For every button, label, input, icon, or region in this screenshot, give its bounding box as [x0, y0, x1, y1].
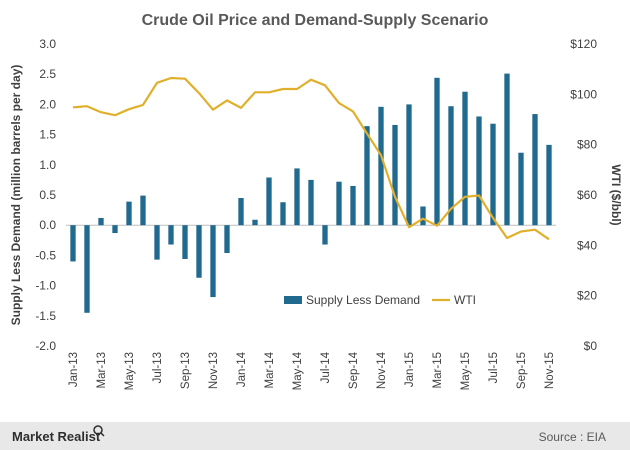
right-axis-title: WTI ($/bbl) — [609, 164, 623, 225]
left-tick-label: 1.0 — [39, 158, 56, 172]
bar-Jul-15 — [490, 123, 496, 226]
bar-Apr-15 — [448, 106, 454, 226]
bar-Jan-15 — [406, 104, 412, 226]
chart-title: Crude Oil Price and Demand-Supply Scenar… — [142, 12, 489, 29]
bar-Jun-13 — [140, 195, 146, 226]
x-tick-label: Sep-14 — [348, 351, 360, 389]
bar-Jan-14 — [238, 198, 244, 226]
bar-Apr-14 — [280, 202, 286, 226]
magnifier-icon — [93, 425, 105, 437]
x-tick-label: Mar-14 — [264, 351, 276, 388]
bar-Jul-13 — [154, 225, 160, 260]
left-tick-label: -1.5 — [35, 309, 56, 323]
right-tick-label: $80 — [577, 138, 597, 152]
x-tick-label: Sep-13 — [180, 352, 192, 389]
bar-Jul-14 — [322, 225, 328, 245]
x-tick-label: May-14 — [292, 351, 304, 390]
bar-May-15 — [462, 91, 468, 226]
bar-Aug-13 — [168, 225, 174, 245]
bar-Dec-14 — [392, 124, 398, 226]
footer-background — [0, 422, 630, 450]
bar-Feb-13 — [84, 225, 90, 313]
bar-Jun-14 — [308, 179, 314, 226]
brand-logo-text: Market Realist — [12, 429, 101, 444]
x-tick-label: Jan-15 — [404, 352, 416, 387]
bar-Mar-13 — [98, 217, 104, 226]
right-axis-ticks: $120 $100 $80 $60 $40 $20 $0 — [570, 37, 597, 353]
left-tick-label: -2.0 — [35, 339, 56, 353]
footer: Market Realist Source : EIA — [0, 422, 630, 450]
left-tick-label: 2.0 — [39, 97, 56, 111]
bar-May-14 — [294, 168, 300, 226]
x-tick-label: Jan-13 — [68, 352, 80, 387]
right-tick-label: $40 — [577, 238, 597, 252]
left-tick-label: 0.0 — [39, 218, 56, 232]
right-tick-label: $20 — [577, 289, 597, 303]
right-tick-label: $120 — [570, 37, 597, 51]
bar-Oct-15 — [532, 114, 538, 226]
x-tick-label: Nov-13 — [208, 352, 220, 389]
bar-Mar-15 — [434, 77, 440, 226]
legend-label-supply-less-demand: Supply Less Demand — [306, 293, 420, 307]
legend-swatch-supply-less-demand — [284, 296, 302, 304]
legend-label-wti: WTI — [454, 293, 476, 307]
bar-Nov-15 — [546, 144, 552, 226]
x-tick-label: Jan-14 — [236, 351, 248, 387]
bar-Aug-15 — [504, 73, 510, 226]
x-tick-label: Nov-15 — [544, 352, 556, 389]
bar-Sep-15 — [518, 152, 524, 226]
bar-Apr-13 — [112, 225, 118, 234]
right-tick-label: $0 — [584, 339, 598, 353]
source-label: Source : EIA — [539, 430, 606, 444]
x-tick-label: May-15 — [460, 352, 472, 390]
bar-Nov-13 — [210, 225, 216, 298]
left-tick-label: 0.5 — [39, 188, 56, 202]
x-tick-label: Nov-14 — [376, 351, 388, 389]
left-tick-label: 3.0 — [39, 37, 56, 51]
bar-Jun-15 — [476, 116, 482, 226]
x-tick-label: Jul-14 — [320, 351, 332, 383]
x-tick-label: Jul-15 — [488, 352, 500, 383]
bar-Sep-13 — [182, 225, 188, 260]
legend: Supply Less Demand WTI — [284, 293, 476, 307]
bar-series — [70, 73, 552, 313]
x-tick-label: May-13 — [124, 352, 136, 390]
bar-Aug-14 — [336, 181, 342, 226]
left-tick-label: -1.0 — [35, 279, 56, 293]
left-tick-label: 2.5 — [39, 67, 56, 81]
bar-Jan-13 — [70, 225, 76, 262]
bar-Feb-14 — [252, 219, 258, 226]
left-tick-label: -0.5 — [35, 248, 56, 262]
plot-area — [66, 73, 556, 313]
bar-Oct-14 — [364, 126, 370, 226]
right-tick-label: $60 — [577, 188, 597, 202]
bar-Nov-14 — [378, 106, 384, 226]
left-tick-label: 1.5 — [39, 128, 56, 142]
left-axis-title: Supply Less Demand (million barrels per … — [9, 65, 23, 326]
bar-Sep-14 — [350, 185, 356, 226]
bar-May-13 — [126, 201, 132, 226]
left-axis-ticks: 3.0 2.5 2.0 1.5 1.0 0.5 0.0 -0.5 -1.0 -1.5 -2.0 — [35, 37, 56, 353]
x-axis-ticks: Jan-13 Mar-13 May-13 Jul-13 Sep-13 Nov-13 Jan-… — [68, 351, 556, 390]
bar-Feb-15 — [420, 206, 426, 226]
x-tick-label: Sep-15 — [516, 352, 528, 389]
wti-line — [72, 76, 550, 241]
x-tick-label: Mar-13 — [96, 352, 108, 388]
bar-Mar-14 — [266, 177, 272, 226]
x-tick-label: Jul-13 — [152, 352, 164, 383]
x-tick-label: Mar-15 — [432, 352, 444, 388]
right-tick-label: $100 — [570, 87, 597, 101]
bar-Dec-13 — [224, 225, 230, 253]
bar-Oct-13 — [196, 225, 202, 278]
